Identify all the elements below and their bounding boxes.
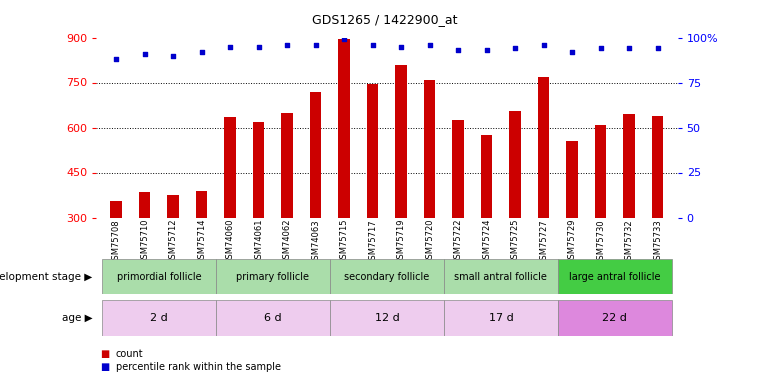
Text: count: count [116, 350, 143, 359]
Bar [168, 195, 179, 217]
Point [509, 45, 521, 51]
Bar [139, 192, 150, 217]
Point [367, 42, 379, 48]
Bar [481, 135, 492, 218]
Point [167, 53, 179, 58]
Bar [225, 117, 236, 218]
Point [338, 36, 350, 42]
Bar [444, 300, 558, 336]
Text: development stage ▶: development stage ▶ [0, 272, 92, 282]
Point [566, 49, 578, 55]
Point [480, 47, 493, 53]
Text: small antral follicle: small antral follicle [454, 272, 547, 282]
Point [224, 44, 236, 50]
Bar [310, 92, 321, 218]
Text: large antral follicle: large antral follicle [569, 272, 661, 282]
Point [594, 45, 607, 51]
Text: secondary follicle: secondary follicle [344, 272, 430, 282]
Bar [330, 300, 444, 336]
Bar [424, 80, 435, 218]
Bar [253, 122, 264, 218]
Bar [624, 114, 634, 218]
Point [452, 47, 464, 53]
Bar [367, 84, 378, 218]
Text: 6 d: 6 d [264, 313, 282, 323]
Bar [339, 39, 350, 218]
Point [424, 42, 436, 48]
Text: primary follicle: primary follicle [236, 272, 310, 282]
Point [110, 56, 122, 62]
Bar [558, 259, 672, 294]
Bar [538, 76, 549, 218]
Text: ■: ■ [100, 362, 109, 372]
Point [281, 42, 293, 48]
Point [139, 51, 151, 57]
Bar [652, 116, 663, 218]
Text: 12 d: 12 d [374, 313, 400, 323]
Point [196, 49, 208, 55]
Point [253, 44, 265, 50]
Text: GDS1265 / 1422900_at: GDS1265 / 1422900_at [313, 13, 457, 26]
Bar [567, 141, 578, 218]
Point [537, 42, 550, 48]
Point [651, 45, 664, 51]
Text: 22 d: 22 d [602, 313, 628, 323]
Text: 2 d: 2 d [150, 313, 168, 323]
Text: 17 d: 17 d [488, 313, 514, 323]
Text: primordial follicle: primordial follicle [116, 272, 201, 282]
Text: age ▶: age ▶ [62, 313, 92, 323]
Bar [216, 300, 330, 336]
Point [623, 45, 635, 51]
Text: ■: ■ [100, 350, 109, 359]
Bar [453, 120, 464, 218]
Bar [595, 124, 606, 217]
Bar [111, 201, 122, 217]
Bar [282, 112, 293, 218]
Bar [102, 300, 216, 336]
Bar [216, 259, 330, 294]
Bar [196, 190, 207, 217]
Text: percentile rank within the sample: percentile rank within the sample [116, 362, 280, 372]
Bar [558, 300, 672, 336]
Point [310, 42, 322, 48]
Bar [396, 64, 407, 218]
Bar [102, 259, 216, 294]
Point [395, 44, 407, 50]
Bar [510, 111, 521, 218]
Bar [330, 259, 444, 294]
Bar [444, 259, 558, 294]
